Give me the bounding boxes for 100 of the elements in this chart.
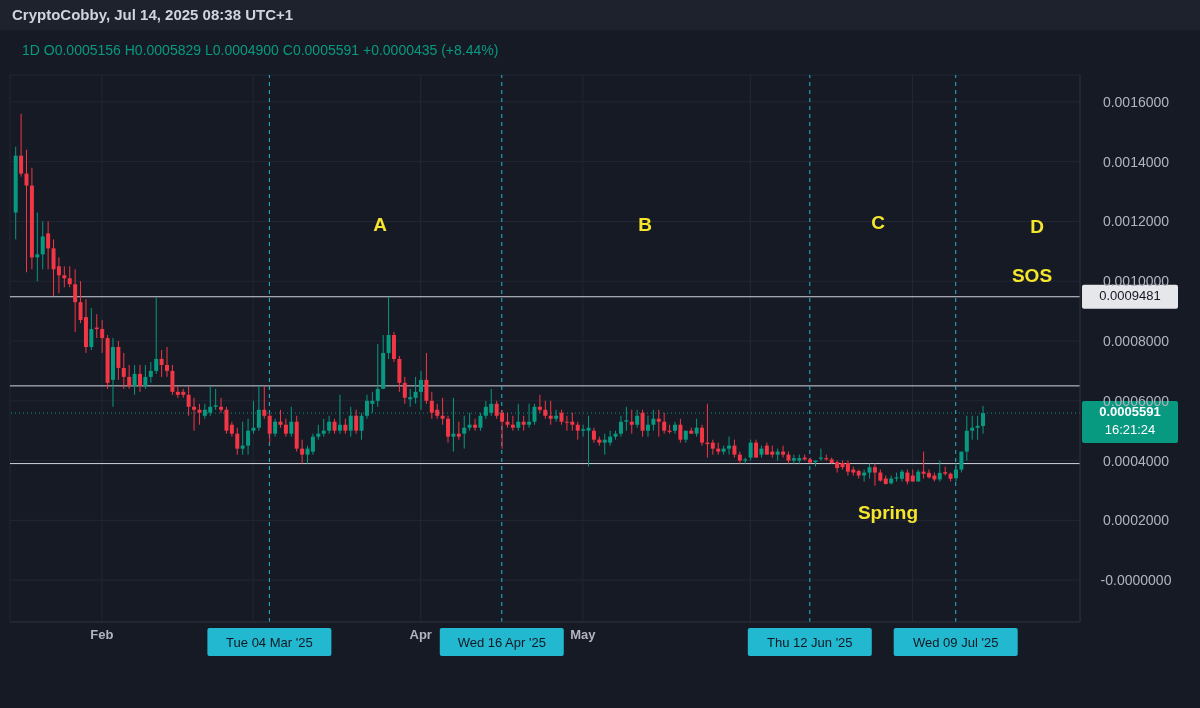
candlestick: [132, 364, 137, 396]
ref-line-label: Tue 04 Mar '25: [226, 635, 313, 650]
candlestick: [375, 343, 380, 408]
candlestick: [192, 397, 197, 432]
candlestick: [586, 415, 591, 468]
y-tick-label: 0.0004000: [1102, 452, 1170, 469]
candlestick: [645, 415, 650, 438]
candlestick: [67, 265, 72, 288]
candlestick: [267, 412, 272, 444]
candlestick: [235, 427, 240, 456]
candlestick: [46, 220, 51, 270]
y-tick-label: 0.0010000: [1102, 273, 1170, 290]
annotation: C: [871, 212, 885, 234]
candlestick: [219, 397, 224, 414]
candlestick: [554, 409, 559, 423]
annotation: Spring: [857, 502, 919, 524]
x-tick-label: Feb: [90, 627, 114, 643]
candlestick: [781, 445, 786, 459]
candlestick: [446, 415, 451, 444]
y-tick-label: 0.0002000: [1102, 512, 1170, 529]
candlestick: [440, 397, 445, 426]
candlestick: [262, 385, 267, 420]
candlestick: [289, 406, 294, 438]
ref-line-label: Wed 09 Jul '25: [913, 635, 999, 650]
candlestick: [618, 415, 623, 438]
candlestick: [127, 364, 132, 390]
candlestick: [165, 346, 170, 378]
y-tick-label: 0.0008000: [1102, 333, 1170, 349]
candlestick: [964, 415, 969, 462]
candlestick: [413, 376, 418, 405]
candlestick: [116, 340, 121, 381]
candlestick: [35, 212, 40, 282]
candlestick: [246, 418, 251, 456]
candlestick: [424, 352, 429, 405]
candlestick: [121, 352, 126, 390]
candlestick: [640, 409, 645, 438]
annotation: B: [638, 214, 652, 236]
candlestick: [954, 463, 959, 483]
candlestick: [510, 415, 515, 432]
candlestick: [186, 385, 191, 417]
candlestick: [354, 409, 359, 435]
candlestick: [300, 439, 305, 465]
candlestick: [970, 415, 975, 441]
candlestick: [581, 424, 586, 438]
candlestick: [170, 364, 175, 396]
candlestick: [337, 394, 342, 435]
candlestick: [391, 331, 396, 363]
chart-title: CryptoCobby, Jul 14, 2025 08:38 UTC+1: [0, 0, 1200, 30]
chart-subtitle: 1D O0.0005156 H0.0005829 L0.0004900 C0.0005591 +0.0000435 (+8.44%): [22, 42, 499, 58]
candlestick: [89, 307, 94, 351]
candlestick: [397, 355, 402, 393]
annotation: A: [373, 214, 387, 236]
ref-line-label: 0.0005591 16:21:24: [1099, 404, 1161, 438]
y-tick-label: 0.0016000: [1102, 93, 1170, 110]
y-tick-label: -0.0000000: [1100, 572, 1172, 589]
candlestick: [872, 463, 877, 487]
x-tick-label: May: [570, 627, 597, 643]
candlestick: [154, 297, 159, 375]
candlestick: [143, 364, 148, 390]
candlestick: [224, 406, 229, 435]
candlestick: [629, 409, 634, 435]
candlestick: [73, 268, 78, 333]
candlestick: [40, 220, 45, 270]
y-tick-label: 0.0014000: [1102, 153, 1170, 170]
candlestick: [402, 376, 407, 405]
candlestick: [310, 433, 315, 456]
candlestick: [975, 415, 980, 441]
candlestick: [240, 421, 245, 456]
candlestick: [159, 349, 164, 378]
candlestick: [473, 418, 478, 432]
candlestick: [862, 469, 867, 483]
candlestick: [19, 113, 24, 178]
candlestick: [386, 296, 391, 360]
candlestick: [673, 421, 677, 435]
candlestick: [100, 319, 105, 354]
candlestick: [283, 418, 288, 438]
candlestick: [148, 361, 153, 384]
candlestick: [748, 439, 753, 462]
candlestick: [327, 415, 332, 435]
candlestick: [727, 436, 732, 456]
annotation: D: [1030, 216, 1044, 238]
candlestick: [197, 403, 202, 426]
candlestick: [937, 460, 942, 483]
candlestick: [138, 364, 142, 393]
candlestick: [537, 394, 542, 414]
candlestick: [656, 409, 661, 438]
ref-line-label: Thu 12 Jun '25: [766, 635, 853, 650]
candlestick: [662, 412, 667, 435]
annotation: SOS: [1011, 265, 1053, 287]
candlestick: [548, 400, 553, 426]
candlestick: [419, 370, 424, 411]
ref-line-label: 0.0009481: [1099, 287, 1161, 303]
x-tick-label: Apr: [409, 627, 432, 643]
candlestick: [24, 149, 29, 273]
candlestick: [678, 418, 683, 444]
candlestick: [462, 415, 467, 450]
y-tick-label: 0.0012000: [1102, 213, 1170, 230]
ref-line-label: Wed 16 Apr '25: [457, 635, 546, 650]
candlestick: [213, 388, 218, 411]
candlestick: [700, 424, 705, 447]
